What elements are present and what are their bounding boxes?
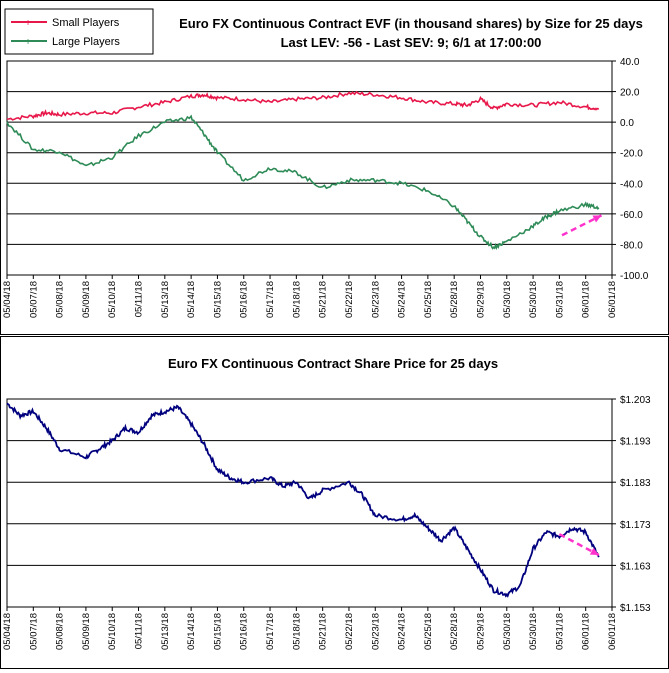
evf-chart-panel: 40.0 20.0 0.0 -20.0 -40.0 -60.0 -80.0 -100.0 05/… bbox=[0, 0, 669, 335]
x-tick-label: 06/01/18 bbox=[607, 281, 618, 318]
y-tick-label: $1.153 bbox=[620, 603, 651, 614]
trend-arrow-head bbox=[589, 547, 599, 555]
y-tick-label: $1.203 bbox=[620, 395, 651, 406]
x-tick-label: 05/16/18 bbox=[239, 281, 250, 318]
legend-marker: + bbox=[25, 37, 31, 48]
x-tick-label: 05/04/18 bbox=[2, 281, 13, 318]
x-tick-label: 05/17/18 bbox=[265, 613, 276, 650]
x-tick-label: 05/30/18 bbox=[502, 613, 513, 650]
x-tick-label: 05/13/18 bbox=[160, 281, 171, 318]
x-tick-label: 05/09/18 bbox=[81, 613, 92, 650]
y-tick-label: 0.0 bbox=[620, 118, 634, 129]
x-tick-label: 05/21/18 bbox=[318, 281, 329, 318]
trend-arrow bbox=[561, 214, 603, 237]
x-tick-label: 05/23/18 bbox=[370, 613, 381, 650]
x-tick-label: 06/01/18 bbox=[581, 613, 592, 650]
x-tick-label: 05/28/18 bbox=[449, 281, 460, 318]
y-tick-label: -40.0 bbox=[620, 179, 643, 190]
y-tick-label: 40.0 bbox=[620, 57, 640, 68]
chart-title: Euro FX Continuous Contract EVF (in thou… bbox=[179, 16, 643, 31]
plot-area bbox=[6, 398, 613, 608]
x-tick-label: 06/01/18 bbox=[581, 281, 592, 318]
y-tick-label: -20.0 bbox=[620, 149, 643, 160]
legend-label: Large Players bbox=[52, 36, 120, 48]
trend-arrow bbox=[558, 533, 600, 557]
x-tick-label: 05/29/18 bbox=[475, 613, 486, 650]
x-tick-label: 06/01/18 bbox=[607, 613, 618, 650]
x-tick-label: 05/08/18 bbox=[55, 281, 66, 318]
evf-chart: 40.0 20.0 0.0 -20.0 -40.0 -60.0 -80.0 -100.0 05/… bbox=[2, 8, 649, 318]
series-line-small-players bbox=[6, 90, 600, 121]
x-tick-label: 05/14/18 bbox=[186, 613, 197, 650]
x-tick-label: 05/23/18 bbox=[370, 281, 381, 318]
y-tick-label: $1.163 bbox=[620, 561, 651, 572]
x-tick-label: 05/25/18 bbox=[423, 281, 434, 318]
x-tick-label: 05/30/18 bbox=[528, 613, 539, 650]
x-tick-label: 05/04/18 bbox=[2, 613, 13, 650]
chart-title: Euro FX Continuous Contract Share Price … bbox=[168, 356, 498, 371]
legend-label: Small Players bbox=[52, 17, 120, 29]
x-tick-label: 05/09/18 bbox=[81, 281, 92, 318]
legend-marker: + bbox=[25, 18, 31, 29]
legend-box bbox=[4, 8, 154, 55]
price-chart: $1.203 $1.193 $1.183 $1.173 $1.163 $1.153 05/0… bbox=[2, 356, 651, 650]
x-tick-label: 05/29/18 bbox=[475, 281, 486, 318]
x-tick-label: 05/31/18 bbox=[554, 281, 565, 318]
price-chart-panel: $1.203 $1.193 $1.183 $1.173 $1.163 $1.153 05/0… bbox=[0, 336, 669, 669]
x-tick-label: 05/07/18 bbox=[28, 613, 39, 650]
x-tick-label: 05/13/18 bbox=[160, 613, 171, 650]
y-tick-label: -80.0 bbox=[620, 240, 643, 251]
y-tick-label: -60.0 bbox=[620, 210, 643, 221]
x-tick-label: 05/11/18 bbox=[134, 281, 145, 317]
y-tick-label: $1.173 bbox=[620, 520, 651, 531]
x-tick-label: 05/15/18 bbox=[212, 613, 223, 650]
x-tick-label: 05/16/18 bbox=[239, 613, 250, 650]
x-tick-label: 05/10/18 bbox=[107, 281, 118, 318]
series-line-price bbox=[6, 402, 600, 598]
y-tick-label: $1.183 bbox=[620, 478, 651, 489]
series-line-large-players bbox=[6, 114, 600, 251]
x-tick-label: 05/15/18 bbox=[212, 281, 223, 318]
x-tick-label: 05/14/18 bbox=[186, 281, 197, 318]
x-tick-label: 05/07/18 bbox=[28, 281, 39, 318]
chart-subtitle: Last LEV: -56 - Last SEV: 9; 6/1 at 17:0… bbox=[281, 35, 542, 50]
y-tick-label: -100.0 bbox=[620, 271, 649, 282]
y-tick-label: 20.0 bbox=[620, 88, 640, 99]
x-tick-label: 05/22/18 bbox=[344, 281, 355, 318]
x-tick-label: 05/24/18 bbox=[397, 281, 408, 318]
x-tick-label: 05/17/18 bbox=[265, 281, 276, 318]
x-tick-label: 05/21/18 bbox=[318, 613, 329, 650]
x-tick-label: 05/25/18 bbox=[423, 613, 434, 650]
x-tick-label: 05/08/18 bbox=[55, 613, 66, 650]
x-tick-label: 05/10/18 bbox=[107, 613, 118, 650]
x-tick-label: 05/30/18 bbox=[528, 281, 539, 318]
x-tick-label: 05/24/18 bbox=[397, 613, 408, 650]
x-tick-label: 05/11/18 bbox=[134, 613, 145, 649]
x-tick-label: 05/18/18 bbox=[291, 281, 302, 318]
y-tick-label: $1.193 bbox=[620, 437, 651, 448]
x-tick-label: 05/22/18 bbox=[344, 613, 355, 650]
plot-area bbox=[6, 60, 613, 276]
x-tick-label: 05/28/18 bbox=[449, 613, 460, 650]
trend-arrow-head bbox=[592, 215, 602, 223]
x-tick-label: 05/31/18 bbox=[554, 613, 565, 650]
x-tick-label: 05/30/18 bbox=[502, 281, 513, 318]
x-tick-label: 05/18/18 bbox=[291, 613, 302, 650]
